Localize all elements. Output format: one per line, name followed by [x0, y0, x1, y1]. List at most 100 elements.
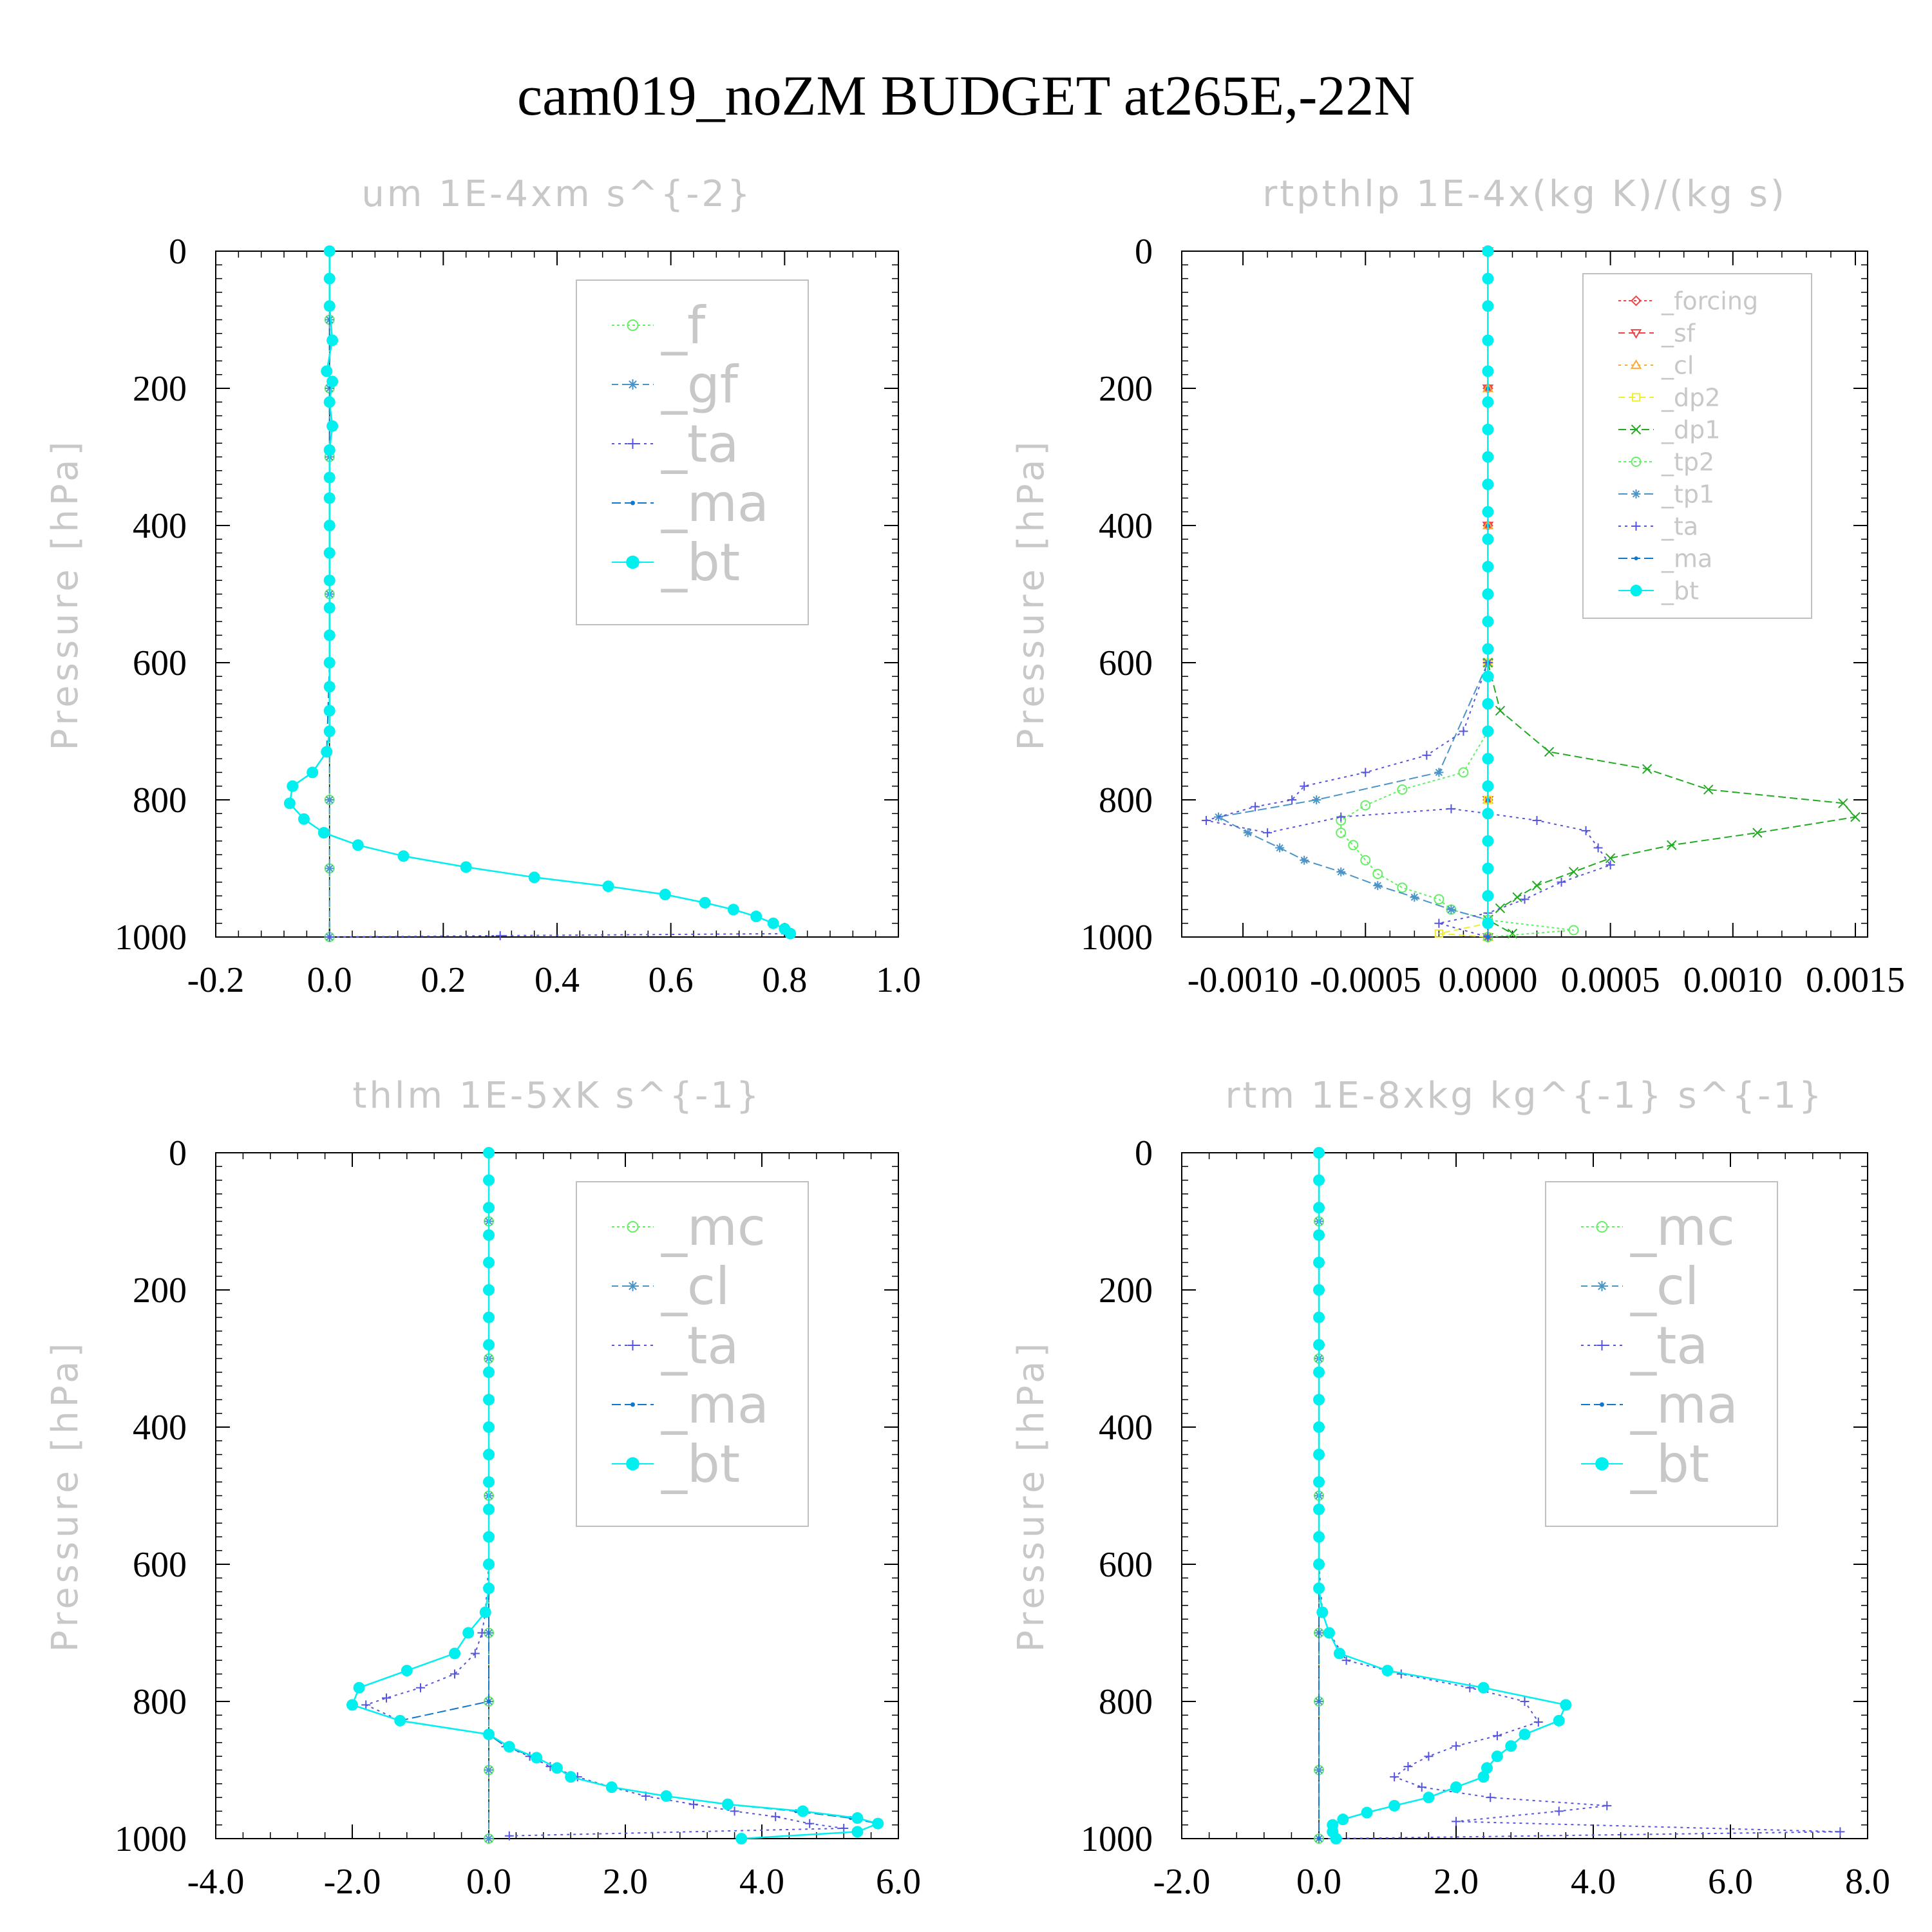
data-point: [317, 827, 330, 839]
data-point: [1360, 855, 1371, 866]
x-tick-label: 0.6: [649, 960, 694, 1000]
minor-ticks: [216, 251, 898, 937]
data-point: [1312, 795, 1321, 804]
legend-box: [576, 1181, 809, 1527]
series-line: [1486, 662, 1857, 934]
y-tick-label: 0: [169, 1133, 187, 1173]
data-point: [483, 1284, 495, 1296]
x-tick-label: 2.0: [603, 1862, 648, 1902]
data-point: [325, 795, 334, 804]
x-tick-label: 2.0: [1434, 1862, 1479, 1902]
data-point: [1520, 1697, 1530, 1706]
data-point: [1835, 1827, 1845, 1837]
legend-box: [1582, 273, 1812, 619]
data-point: [1482, 245, 1494, 257]
data-point: [660, 1790, 672, 1802]
data-point: [397, 850, 410, 862]
data-point: [689, 1799, 698, 1809]
data-point: [323, 471, 336, 484]
legend-item-forcing: _forcing: [1618, 287, 1758, 315]
data-point: [323, 520, 336, 531]
data-point: [503, 1741, 515, 1753]
series-line: [1206, 662, 1612, 938]
data-point: [1323, 1627, 1335, 1639]
legend-swatch-marker: [627, 1280, 638, 1292]
legend-item-ma: _ma: [1581, 1375, 1738, 1435]
legend-item-gf: _gf: [612, 355, 739, 415]
x-tick-label: 0.8: [762, 960, 807, 1000]
data-point: [1482, 588, 1494, 600]
data-point: [1544, 746, 1555, 757]
data-point: [307, 766, 319, 779]
data-point: [1482, 300, 1494, 312]
legend-swatch-marker: [627, 438, 638, 450]
x-tick-label: -4.0: [187, 1862, 245, 1902]
data-point: [1300, 781, 1309, 791]
data-point: [1605, 853, 1616, 864]
data-point: [1482, 835, 1494, 847]
data-point: [1313, 1174, 1325, 1186]
y-tick-label: 400: [133, 1408, 187, 1448]
data-point: [1481, 1762, 1493, 1774]
data-point: [1482, 478, 1494, 491]
data-point: [1337, 1814, 1349, 1826]
data-point: [483, 1558, 495, 1570]
data-point: [483, 1476, 495, 1488]
x-tick-label: 0.0: [1296, 1862, 1341, 1902]
legend-swatch-marker: [630, 500, 635, 506]
legend-label: _ma: [661, 473, 769, 533]
series-tp2: [1336, 726, 1579, 942]
data-point: [401, 1665, 413, 1677]
data-point: [1263, 828, 1273, 838]
data-point: [483, 1256, 495, 1269]
data-point: [323, 300, 336, 312]
legend-swatch-marker: [1631, 457, 1642, 467]
data-point: [323, 492, 336, 504]
legend-item-ta: _ta: [612, 414, 739, 474]
data-point: [483, 1503, 495, 1515]
legend-label: _f: [661, 296, 706, 355]
data-point: [462, 1627, 475, 1639]
data-point: [602, 880, 614, 893]
data-point: [323, 657, 336, 668]
legend-item-dp2: _dp2: [1618, 383, 1720, 412]
data-point: [1243, 828, 1253, 838]
data-point: [1313, 1476, 1325, 1488]
data-point: [1491, 1750, 1503, 1763]
series-line: [1439, 251, 1489, 938]
data-point: [1486, 935, 1490, 939]
data-point: [851, 1812, 864, 1824]
data-point: [1482, 451, 1494, 463]
data-point: [659, 888, 671, 900]
x-tick-label: 0.0: [466, 1862, 511, 1902]
data-point: [1397, 882, 1408, 893]
x-tick-label: 0.0005: [1561, 960, 1660, 1000]
x-tick-label: 0.0015: [1806, 960, 1905, 1000]
data-point: [327, 420, 339, 432]
data-point: [323, 629, 336, 641]
legend-label: _ta: [661, 414, 739, 474]
data-point: [565, 1771, 577, 1783]
legend-swatch-marker: [1634, 556, 1638, 560]
minor-ticks: [1182, 251, 1868, 937]
data-point: [1348, 840, 1359, 851]
y-tick-label: 200: [1099, 1271, 1153, 1311]
data-point: [1477, 1771, 1490, 1783]
data-point: [851, 1826, 864, 1838]
legend-swatch-marker: [626, 1457, 639, 1471]
x-tick-label: -0.0010: [1188, 960, 1299, 1000]
plot-area: [283, 245, 797, 942]
legend-label: _forcing: [1661, 287, 1758, 315]
legend-swatch-marker: [1595, 1457, 1609, 1471]
data-point: [1482, 506, 1494, 518]
data-point: [483, 1582, 495, 1595]
legend-item-bt: _bt: [1618, 576, 1699, 605]
legend-label: _mc: [1630, 1197, 1735, 1257]
data-point: [1373, 881, 1383, 891]
legend-swatch-marker: [1596, 1280, 1607, 1292]
data-point: [483, 1421, 495, 1433]
data-point: [1520, 895, 1530, 904]
data-point: [1482, 753, 1494, 765]
legend: _mc_cl_ta_ma_bt: [576, 1181, 809, 1527]
data-point: [346, 1699, 358, 1711]
